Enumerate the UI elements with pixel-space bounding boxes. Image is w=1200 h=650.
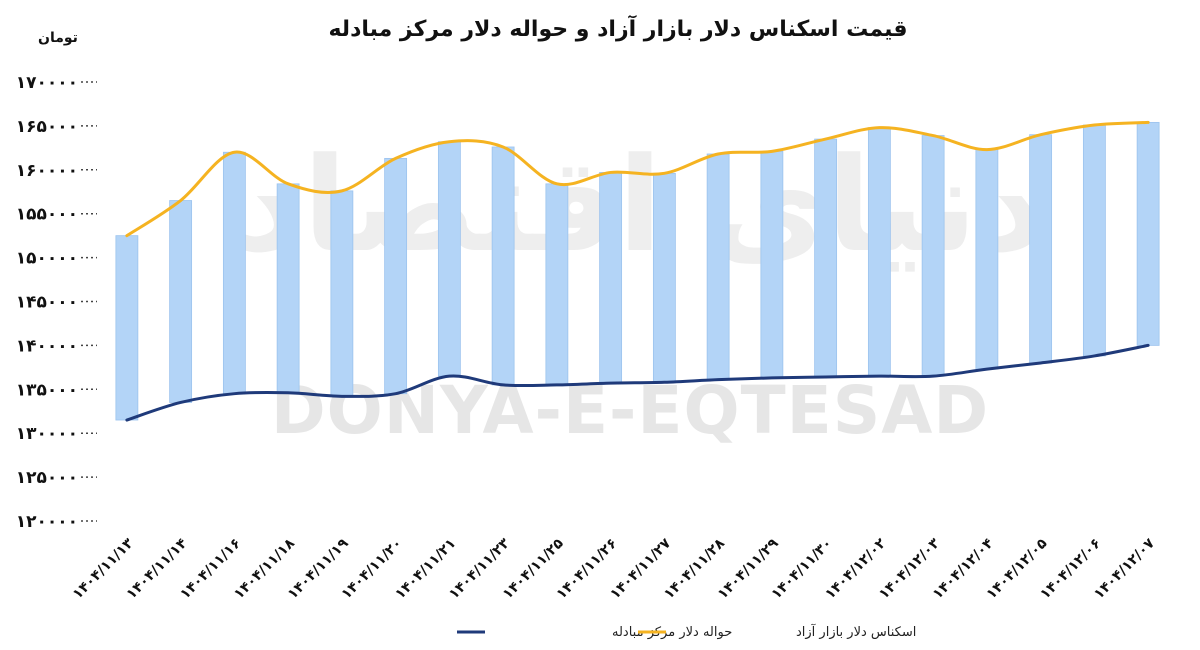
range-bar bbox=[222, 151, 246, 395]
y-tick-label: ۱۳۵۰۰۰ bbox=[16, 380, 78, 400]
y-axis: ۱۷۰۰۰۰ ۱۶۵۰۰۰ ۱۶۰۰۰۰ ۱۵۵۰۰۰ ۱۵۰۰۰۰ ۱۴۵۰۰۰ ۱۴۰۰… bbox=[16, 73, 97, 532]
watermark: DONYA-E-EQTESAD دنیای اقتصاد bbox=[236, 129, 1044, 449]
legend-label-cash: اسکناس دلار بازار آزاد bbox=[796, 623, 916, 640]
range-bar bbox=[115, 235, 139, 421]
y-tick-label: ۱۳۰۰۰۰ bbox=[16, 424, 78, 444]
range-bar bbox=[1136, 121, 1160, 346]
x-axis: ۱۴۰۴/۱۱/۱۳۱۴۰۴/۱۱/۱۴۱۴۰۴/۱۱/۱۶۱۴۰۴/۱۱/۱۸… bbox=[70, 535, 1158, 602]
range-bars bbox=[115, 121, 1160, 421]
range-bar bbox=[437, 141, 461, 377]
range-bar bbox=[1082, 124, 1106, 357]
range-bar bbox=[276, 183, 300, 394]
range-bar bbox=[491, 146, 515, 386]
legend-item-transfer: حواله دلار مرکز مبادله bbox=[457, 625, 732, 640]
range-bar bbox=[330, 190, 354, 397]
legend-item-cash: اسکناس دلار بازار آزاد bbox=[638, 623, 916, 640]
y-tick-label: ۱۴۰۰۰۰ bbox=[16, 336, 78, 356]
y-tick-label: ۱۲۵۰۰۰ bbox=[16, 468, 78, 488]
series-line-cash bbox=[125, 120, 1150, 238]
range-bar bbox=[921, 135, 945, 377]
range-bar bbox=[814, 138, 838, 378]
y-tick-label: ۱۶۰۰۰۰ bbox=[16, 161, 78, 181]
y-tick-label: ۱۲۰۰۰۰ bbox=[16, 512, 78, 532]
range-bar bbox=[1029, 134, 1053, 364]
chart-title: قیمت اسکناس دلار بازار آزاد و حواله دلار… bbox=[328, 14, 907, 42]
y-tick-label: ۱۵۵۰۰۰ bbox=[16, 205, 78, 225]
watermark-persian: دنیای اقتصاد bbox=[236, 129, 1044, 281]
y-tick-label: ۱۶۵۰۰۰ bbox=[16, 117, 78, 137]
range-bar bbox=[975, 149, 999, 370]
range-bar bbox=[867, 127, 891, 377]
range-bar bbox=[169, 200, 193, 403]
series-lines bbox=[125, 120, 1150, 422]
y-axis-unit: تومان bbox=[38, 30, 78, 46]
range-bar bbox=[545, 183, 569, 386]
legend-label-transfer: حواله دلار مرکز مبادله bbox=[612, 625, 732, 640]
range-bar bbox=[384, 157, 408, 395]
y-tick-label: ۱۵۰۰۰۰ bbox=[16, 249, 78, 269]
y-tick-label: ۱۷۰۰۰۰ bbox=[16, 73, 78, 93]
range-bar bbox=[706, 153, 730, 381]
series-line-transfer bbox=[125, 343, 1150, 422]
range-bar bbox=[599, 172, 623, 384]
legend: حواله دلار مرکز مبادله اسکناس دلار بازار… bbox=[457, 623, 916, 640]
y-tick-label: ۱۴۵۰۰۰ bbox=[16, 293, 78, 313]
range-bar bbox=[652, 172, 676, 383]
range-bar bbox=[760, 150, 784, 379]
